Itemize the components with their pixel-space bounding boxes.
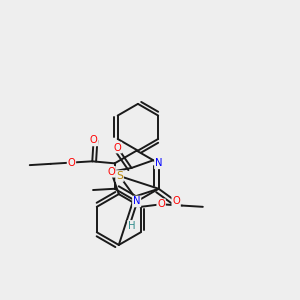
Text: O: O [172,196,180,206]
Text: O: O [90,136,98,146]
Text: H: H [128,221,136,231]
Text: O: O [107,167,115,177]
Text: N: N [133,196,140,206]
Text: O: O [114,142,122,153]
Text: S: S [116,171,123,181]
Text: N: N [155,158,162,168]
Text: O: O [68,158,75,168]
Text: O: O [157,199,165,209]
